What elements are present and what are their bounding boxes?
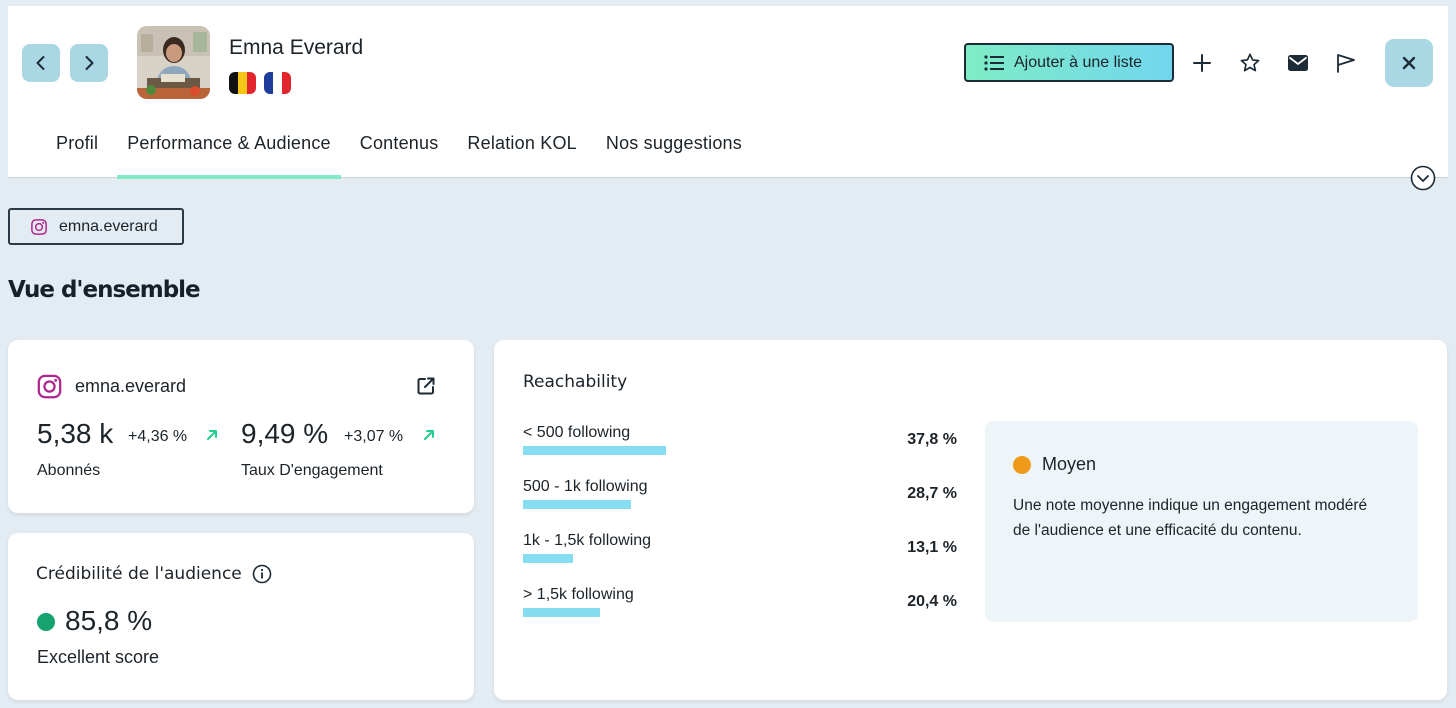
reach-bar (523, 554, 573, 563)
note-status-dot (1013, 456, 1031, 474)
followers-delta: +4,36 % (128, 428, 188, 445)
tab-performance-audience[interactable]: Performance & Audience (117, 130, 341, 179)
reach-label: > 1,5k following (523, 586, 634, 603)
account-chip[interactable]: emna.everard (8, 208, 184, 245)
credibility-status-dot (37, 613, 55, 631)
tab-nos-suggestions[interactable]: Nos suggestions (605, 133, 742, 153)
reach-row: > 1,5k following 20,4 % (523, 586, 957, 626)
reach-percentage: 20,4 % (907, 593, 957, 610)
add-to-list-label: Ajouter à une liste (1014, 53, 1143, 71)
avatar (137, 26, 210, 99)
engagement-value: 9,49 % (241, 418, 329, 449)
trend-up-icon (424, 430, 434, 440)
reach-bar (523, 608, 601, 617)
belgium-flag-icon (229, 72, 256, 94)
chevron-left-icon (36, 56, 45, 70)
tab-bar: Profil Performance & Audience Contenus R… (56, 130, 771, 179)
tab-profil[interactable]: Profil (56, 133, 99, 153)
account-chip-handle: emna.everard (59, 217, 158, 235)
reach-label: 1k - 1,5k following (523, 532, 652, 549)
favorite-button[interactable] (1237, 50, 1263, 76)
reachability-card: Reachability < 500 following 37,8 % 500 … (494, 340, 1447, 700)
reach-row: < 500 following 37,8 % (523, 424, 957, 464)
plus-icon (1193, 54, 1211, 72)
list-icon (984, 54, 1004, 71)
star-icon (1240, 53, 1260, 72)
reach-label: < 500 following (523, 424, 631, 441)
reach-percentage: 28,7 % (907, 485, 957, 502)
reach-bar (523, 446, 666, 455)
mail-icon (1288, 55, 1308, 71)
reach-row: 1k - 1,5k following 13,1 % (523, 532, 957, 572)
instagram-icon (37, 374, 62, 399)
close-icon (1402, 56, 1416, 70)
next-button[interactable] (70, 44, 108, 82)
credibility-label: Excellent score (37, 647, 160, 667)
reachability-note: Moyen Une note moyenne indique un engage… (985, 421, 1418, 622)
followers-value: 5,38 k (37, 418, 114, 449)
note-text: Une note moyenne indique un engagement m… (1013, 497, 1368, 539)
engagement-delta: +3,07 % (344, 428, 404, 445)
tab-contenus[interactable]: Contenus (359, 133, 439, 153)
note-level: Moyen (1042, 454, 1097, 474)
instagram-card-header: emna.everard (36, 373, 186, 400)
credibility-title-text: Crédibilité de l'audience (36, 564, 242, 584)
credibility-value: 85,8 % (65, 605, 153, 636)
credibility-card: Crédibilité de l'audience 85,8 % Excelle… (8, 533, 474, 700)
report-button[interactable] (1333, 50, 1359, 76)
section-title: Vue d'ensemble (8, 277, 201, 303)
info-icon[interactable] (252, 564, 272, 584)
add-button[interactable] (1189, 50, 1215, 76)
reach-bar (523, 500, 632, 509)
profile-name: Emna Everard (229, 36, 364, 59)
chevron-right-icon (85, 56, 94, 70)
trend-up-icon (207, 430, 217, 440)
profile-header: Emna Everard Ajouter à une liste Profil … (8, 6, 1448, 179)
followers-label: Abonnés (37, 462, 101, 479)
credibility-title: Crédibilité de l'audience (36, 564, 272, 584)
tab-relation-kol[interactable]: Relation KOL (467, 133, 577, 153)
message-button[interactable] (1285, 50, 1311, 76)
france-flag-icon (264, 72, 291, 94)
chevron-down-icon[interactable] (1410, 165, 1436, 191)
instagram-stats-card: emna.everard 5,38 k +4,36 % Abonnés 9,49… (8, 340, 474, 513)
previous-button[interactable] (22, 44, 60, 82)
add-to-list-button[interactable]: Ajouter à une liste (964, 43, 1174, 82)
instagram-handle: emna.everard (75, 376, 187, 396)
reach-label: 500 - 1k following (523, 478, 648, 495)
engagement-label: Taux D'engagement (241, 462, 383, 479)
reachability-title: Reachability (523, 372, 628, 392)
flag-icon (1337, 54, 1355, 73)
reach-row: 500 - 1k following 28,7 % (523, 478, 957, 518)
instagram-icon (31, 218, 47, 235)
close-button[interactable] (1385, 39, 1433, 87)
reach-percentage: 13,1 % (907, 539, 957, 556)
reach-percentage: 37,8 % (907, 431, 957, 448)
external-link-icon[interactable] (416, 376, 436, 396)
